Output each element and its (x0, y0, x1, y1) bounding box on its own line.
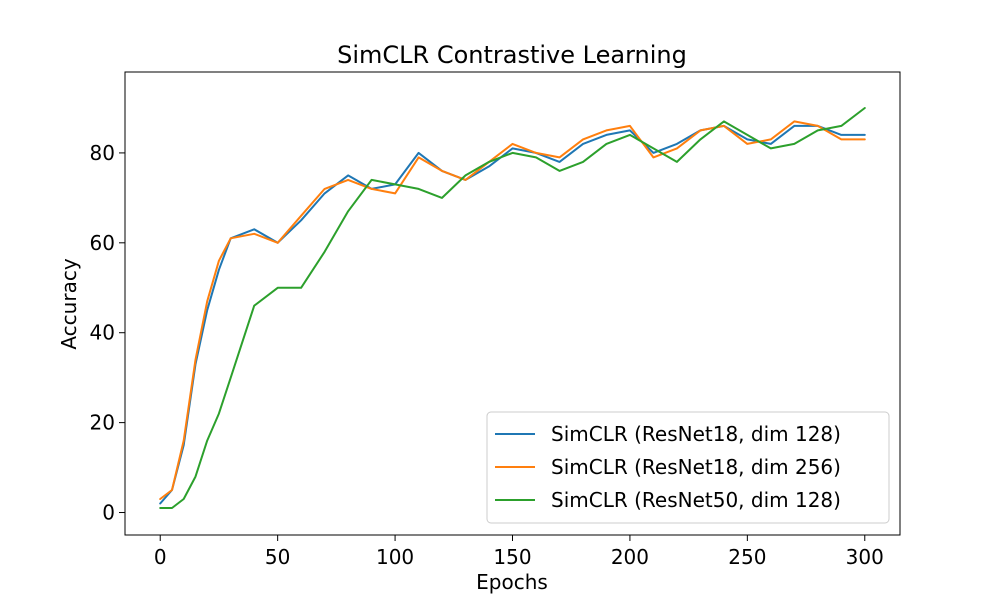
plot-frame (124, 71, 901, 536)
x-axis: 0 50 100 150 200 250 300 (154, 535, 884, 569)
x-axis-label: Epochs (476, 570, 548, 594)
chart-title: SimCLR Contrastive Learning (337, 41, 687, 69)
legend: SimCLR (ResNet18, dim 128) SimCLR (ResNet… (486, 411, 890, 524)
x-tick-label: 100 (376, 545, 414, 569)
y-axis-label: Accuracy (57, 258, 81, 349)
x-tick-label: 200 (611, 545, 649, 569)
series-line-1 (159, 124, 866, 505)
y-tick-label: 0 (102, 501, 115, 525)
x-tick-label: 50 (265, 545, 290, 569)
y-tick-label: 40 (90, 321, 115, 345)
x-tick-label: 0 (154, 545, 167, 569)
x-tick-label: 250 (728, 545, 766, 569)
y-axis: 0 20 40 60 80 (90, 141, 125, 525)
y-tick-label: 20 (90, 411, 115, 435)
y-tick-label: 80 (90, 141, 115, 165)
x-tick-label: 300 (846, 545, 884, 569)
series-line-3 (159, 107, 866, 509)
legend-label-3: SimCLR (ResNet50, dim 128) (551, 488, 841, 512)
legend-box (486, 411, 890, 524)
legend-label-2: SimCLR (ResNet18, dim 256) (551, 455, 841, 479)
plot-area (159, 107, 866, 509)
legend-label-1: SimCLR (ResNet18, dim 128) (551, 422, 841, 446)
x-tick-label: 150 (493, 545, 531, 569)
y-tick-label: 60 (90, 231, 115, 255)
series-line-2 (159, 120, 866, 500)
